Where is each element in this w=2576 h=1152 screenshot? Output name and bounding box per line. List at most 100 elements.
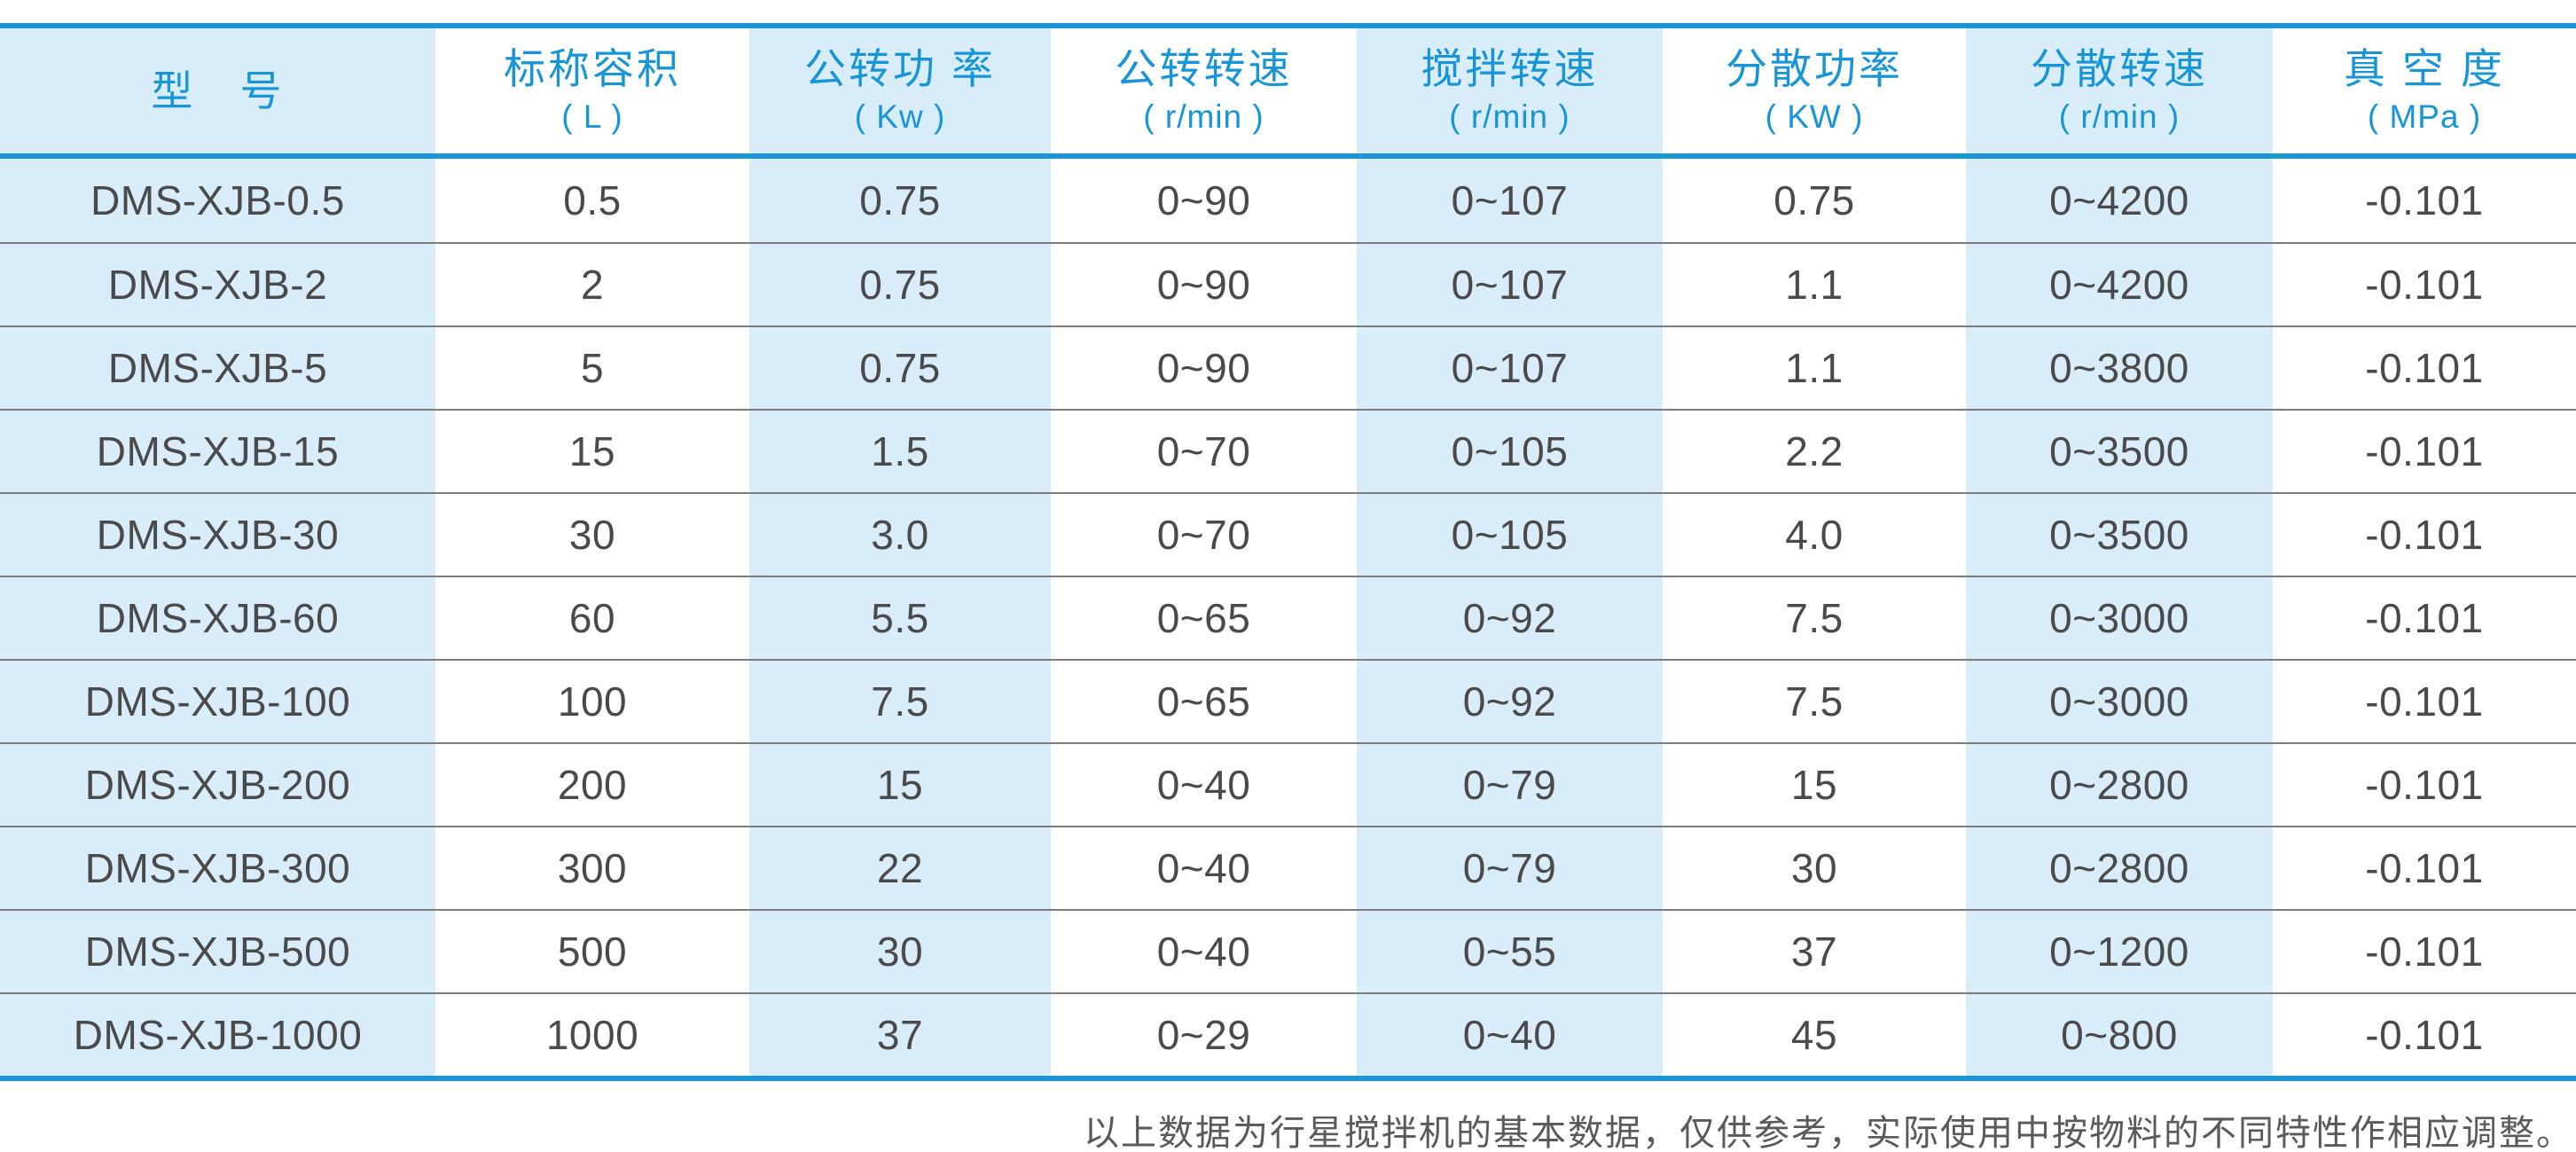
value-cell: 30 bbox=[749, 911, 1051, 992]
column-unit: ( r/min ) bbox=[2058, 98, 2181, 135]
column-title: 真 空 度 bbox=[2343, 45, 2506, 93]
value-cell: 0~4200 bbox=[1966, 159, 2273, 242]
table-row: DMS-XJB-5 5 0.75 0~90 0~107 1.1 0~3800 -0.101 bbox=[0, 325, 2576, 409]
value-cell: 0~3800 bbox=[1966, 327, 2273, 409]
column-title: 标称容积 bbox=[504, 45, 681, 93]
value-cell: 0~40 bbox=[1156, 845, 1251, 891]
value-cell: -0.101 bbox=[2365, 345, 2484, 391]
value-cell: 0~70 bbox=[1156, 428, 1251, 474]
column-unit: ( KW ) bbox=[1765, 98, 1864, 135]
value-cell: 15 bbox=[1790, 762, 1838, 808]
model-cell: DMS-XJB-300 bbox=[0, 827, 435, 909]
value-cell: 1000 bbox=[545, 1012, 639, 1058]
column-title: 公转功 率 bbox=[803, 45, 997, 93]
value-cell: 0~79 bbox=[1357, 827, 1663, 909]
table-row: DMS-XJB-0.5 0.5 0.75 0~90 0~107 0.75 0~4200 -0.… bbox=[0, 159, 2576, 242]
value-cell: 0~2800 bbox=[1966, 744, 2273, 826]
value-cell: 0~105 bbox=[1357, 494, 1663, 576]
value-cell: 0.75 bbox=[749, 244, 1051, 325]
column-header: 标称容积 ( L ) bbox=[435, 28, 749, 153]
column-title: 型 号 bbox=[151, 67, 285, 114]
value-cell: 60 bbox=[568, 595, 616, 641]
model-cell: DMS-XJB-2 bbox=[0, 244, 435, 325]
value-cell: 0~800 bbox=[1966, 994, 2273, 1076]
column-title: 公转转速 bbox=[1115, 45, 1293, 93]
table-row: DMS-XJB-60 60 5.5 0~65 0~92 7.5 0~3000 -0.101 bbox=[0, 576, 2576, 659]
value-cell: 0~92 bbox=[1357, 661, 1663, 742]
value-cell: 0.5 bbox=[563, 177, 622, 223]
value-cell: -0.101 bbox=[2365, 595, 2484, 641]
table-row: DMS-XJB-200 200 15 0~40 0~79 15 0~2800 -0.101 bbox=[0, 742, 2576, 826]
value-cell: 2.2 bbox=[1785, 428, 1844, 474]
value-cell: 0~1200 bbox=[1966, 911, 2273, 992]
column-header: 搅拌转速 ( r/min ) bbox=[1357, 28, 1663, 153]
table-top-rule bbox=[0, 23, 2576, 28]
column-header: 分散功率 ( KW ) bbox=[1663, 28, 1966, 153]
value-cell: 0~90 bbox=[1156, 177, 1251, 223]
value-cell: 0.75 bbox=[749, 159, 1051, 242]
table-row: DMS-XJB-500 500 30 0~40 0~55 37 0~1200 -0.101 bbox=[0, 909, 2576, 992]
value-cell: 0~70 bbox=[1156, 512, 1251, 558]
value-cell: 7.5 bbox=[1785, 595, 1844, 641]
value-cell: 300 bbox=[557, 845, 628, 891]
table-header-rule bbox=[0, 153, 2576, 159]
value-cell: 22 bbox=[749, 827, 1051, 909]
column-header: 公转功 率 ( Kw ) bbox=[749, 28, 1051, 153]
value-cell: 1.1 bbox=[1785, 345, 1844, 391]
value-cell: 0~65 bbox=[1156, 595, 1251, 641]
column-unit: ( MPa ) bbox=[2367, 98, 2482, 135]
model-cell: DMS-XJB-0.5 bbox=[0, 159, 435, 242]
table-row: DMS-XJB-1000 1000 37 0~29 0~40 45 0~800 -0.101 bbox=[0, 992, 2576, 1076]
value-cell: -0.101 bbox=[2365, 177, 2484, 223]
table-body: DMS-XJB-0.5 0.5 0.75 0~90 0~107 0.75 0~4200 -0.… bbox=[0, 159, 2576, 1076]
value-cell: 0~90 bbox=[1156, 262, 1251, 308]
value-cell: 1.1 bbox=[1785, 262, 1844, 308]
value-cell: 0~107 bbox=[1357, 244, 1663, 325]
value-cell: 7.5 bbox=[749, 661, 1051, 742]
value-cell: -0.101 bbox=[2365, 678, 2484, 725]
column-title: 搅拌转速 bbox=[1421, 45, 1599, 93]
value-cell: 0~40 bbox=[1156, 762, 1251, 808]
table-row: DMS-XJB-2 2 0.75 0~90 0~107 1.1 0~4200 -0.101 bbox=[0, 242, 2576, 325]
value-cell: 0~65 bbox=[1156, 678, 1251, 725]
value-cell: 5.5 bbox=[749, 577, 1051, 659]
value-cell: 1.5 bbox=[749, 411, 1051, 492]
model-cell: DMS-XJB-60 bbox=[0, 577, 435, 659]
value-cell: 0~2800 bbox=[1966, 827, 2273, 909]
value-cell: 0~92 bbox=[1357, 577, 1663, 659]
value-cell: 2 bbox=[580, 262, 605, 308]
value-cell: -0.101 bbox=[2365, 1012, 2484, 1058]
value-cell: -0.101 bbox=[2365, 512, 2484, 558]
value-cell: 30 bbox=[1790, 845, 1838, 891]
model-cell: DMS-XJB-15 bbox=[0, 411, 435, 492]
value-cell: 500 bbox=[557, 929, 628, 975]
column-header: 型 号 bbox=[0, 28, 435, 153]
value-cell: 0~3000 bbox=[1966, 577, 2273, 659]
value-cell: 0~3000 bbox=[1966, 661, 2273, 742]
table-header-row: 型 号 标称容积 ( L ) 公转功 率 ( Kw ) 公转转速 ( r/min ) 搅拌转速… bbox=[0, 28, 2576, 153]
value-cell: 0~107 bbox=[1357, 159, 1663, 242]
column-unit: ( L ) bbox=[561, 98, 623, 135]
footnote: 以上数据为行星搅拌机的基本数据，仅供参考，实际使用中按物料的不同特性作相应调整。 bbox=[1084, 1113, 2573, 1152]
value-cell: 0~90 bbox=[1156, 345, 1251, 391]
model-cell: DMS-XJB-1000 bbox=[0, 994, 435, 1076]
value-cell: 0~3500 bbox=[1966, 494, 2273, 576]
value-cell: 7.5 bbox=[1785, 678, 1844, 725]
value-cell: -0.101 bbox=[2365, 428, 2484, 474]
column-title: 分散功率 bbox=[1726, 45, 1903, 93]
table-row: DMS-XJB-15 15 1.5 0~70 0~105 2.2 0~3500 -0.101 bbox=[0, 409, 2576, 492]
column-unit: ( Kw ) bbox=[854, 98, 946, 135]
model-cell: DMS-XJB-5 bbox=[0, 327, 435, 409]
value-cell: 15 bbox=[749, 744, 1051, 826]
column-title: 分散转速 bbox=[2031, 45, 2208, 93]
column-header: 真 空 度 ( MPa ) bbox=[2273, 28, 2576, 153]
value-cell: 5 bbox=[580, 345, 605, 391]
value-cell: 0.75 bbox=[1773, 177, 1855, 223]
value-cell: 0~40 bbox=[1357, 994, 1663, 1076]
value-cell: 0~55 bbox=[1357, 911, 1663, 992]
value-cell: 0~107 bbox=[1357, 327, 1663, 409]
value-cell: 45 bbox=[1790, 1012, 1838, 1058]
value-cell: 200 bbox=[557, 762, 628, 808]
value-cell: -0.101 bbox=[2365, 929, 2484, 975]
